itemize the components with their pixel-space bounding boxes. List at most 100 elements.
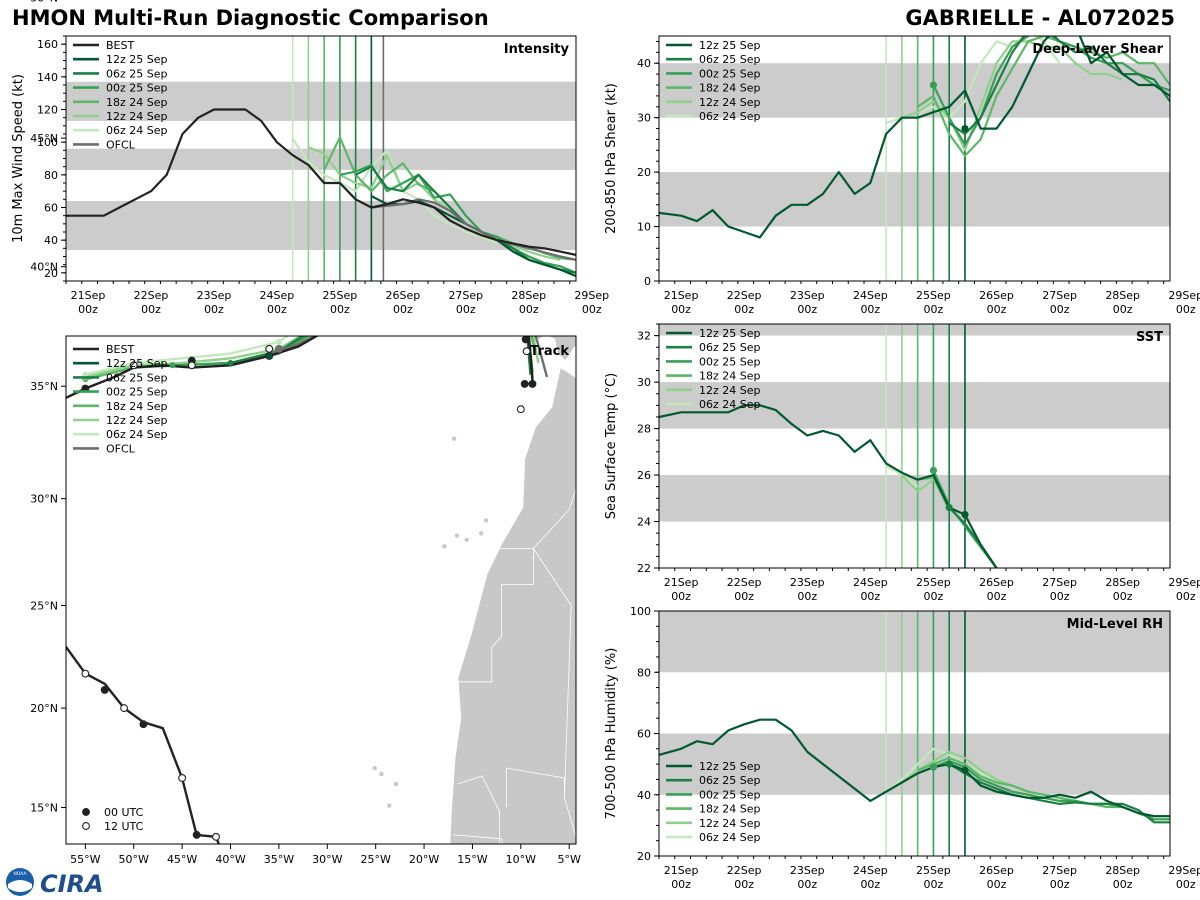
y-tick-label: 20 xyxy=(637,166,651,179)
legend-label: 12z 24 Sep xyxy=(699,384,761,397)
island-land xyxy=(393,781,399,787)
noaa-badge-text: NOAA xyxy=(13,871,27,877)
lon-tick-label: 25°W xyxy=(360,853,390,866)
legend-label: OFCL xyxy=(106,138,136,151)
x-tick-label-hour: 00z xyxy=(987,303,1007,316)
x-tick-label-day: 28Sep xyxy=(1105,576,1140,589)
y-tick-label: 40 xyxy=(637,789,651,802)
x-tick-label-day: 21Sep xyxy=(664,576,699,589)
x-tick-label-day: 29Sep xyxy=(574,289,609,302)
x-tick-label-hour: 00z xyxy=(267,303,287,316)
series-marker xyxy=(945,760,953,768)
x-tick-label-day: 23Sep xyxy=(790,289,825,302)
legend-label: BEST xyxy=(106,343,134,356)
x-tick-label-day: 28Sep xyxy=(511,289,546,302)
series-line-0 xyxy=(659,718,1170,818)
iberia-land xyxy=(531,336,576,362)
legend-label: 12z 25 Sep xyxy=(106,53,168,66)
x-tick-label-day: 28Sep xyxy=(1105,864,1140,877)
y-tick-label: 40 xyxy=(44,234,58,247)
legend-label: 06z 25 Sep xyxy=(699,774,761,787)
legend-label: 06z 25 Sep xyxy=(699,53,761,66)
x-tick-label-day: 27Sep xyxy=(1042,864,1077,877)
x-tick-label-day: 27Sep xyxy=(1042,289,1077,302)
legend-label: OFCL xyxy=(106,442,136,455)
best-00utc-marker xyxy=(100,685,109,694)
lat-tick-label: 50°N xyxy=(30,0,58,5)
best-00utc-marker xyxy=(521,336,530,344)
x-tick-label-hour: 00z xyxy=(797,590,817,603)
best-track-line xyxy=(66,108,576,256)
lon-tick-label: 30°W xyxy=(312,853,342,866)
legend-label: 18z 24 Sep xyxy=(699,370,761,383)
chart-title-left: HMON Multi-Run Diagnostic Comparison xyxy=(12,6,489,30)
best-00utc-marker xyxy=(276,878,283,885)
legend-label: 12z 25 Sep xyxy=(699,327,761,340)
lat-tick-label: 25°N xyxy=(30,600,58,613)
cira-logo: NOAA CIRA xyxy=(6,868,104,898)
rh-plot-area xyxy=(659,611,1170,856)
newfoundland-land xyxy=(66,12,85,69)
x-tick-label-hour: 00z xyxy=(987,878,1007,891)
track-map-area xyxy=(66,12,576,885)
series-marker xyxy=(929,81,938,89)
panel-title: Intensity xyxy=(504,42,570,57)
x-tick-label-hour: 00z xyxy=(924,590,944,603)
run-track-marker xyxy=(275,338,282,345)
island-land xyxy=(442,544,447,549)
x-tick-label-hour: 00z xyxy=(671,878,691,891)
marker-legend-label: 12 UTC xyxy=(104,820,144,833)
legend-label: 18z 24 Sep xyxy=(106,96,168,109)
y-tick-label: 80 xyxy=(44,169,58,182)
x-tick-label-day: 23Sep xyxy=(790,864,825,877)
x-tick-label-hour: 00z xyxy=(797,303,817,316)
best-00utc-marker xyxy=(528,379,537,388)
series-marker xyxy=(929,763,938,771)
best-track-line-upper xyxy=(66,336,534,399)
track-frame xyxy=(65,335,577,845)
best-00utc-marker xyxy=(139,720,148,729)
legend-00utc-marker xyxy=(82,808,90,816)
x-tick-label-hour: 00z xyxy=(734,590,754,603)
x-tick-label-hour: 00z xyxy=(1050,878,1070,891)
x-tick-label-day: 23Sep xyxy=(790,576,825,589)
series-line-4 xyxy=(307,146,561,261)
shear-panel: 01020304021Sep00z22Sep00z23Sep00z24Sep00… xyxy=(604,35,1200,316)
y-tick-label: 30 xyxy=(637,112,651,125)
y-tick-label: 30 xyxy=(637,376,651,389)
x-tick-label-day: 22Sep xyxy=(134,289,169,302)
country-border xyxy=(564,797,576,839)
legend-label: 06z 25 Sep xyxy=(699,341,761,354)
x-tick-label-hour: 00z xyxy=(456,303,476,316)
best-12utc-marker xyxy=(265,344,274,353)
x-tick-label-hour: 00z xyxy=(671,590,691,603)
run-track-marker xyxy=(363,288,369,294)
y-tick-label: 140 xyxy=(37,71,58,84)
lat-tick-label: 15°N xyxy=(30,802,58,815)
x-tick-label-hour: 00z xyxy=(860,303,880,316)
x-tick-label-hour: 00z xyxy=(582,303,602,316)
shear-plot-area xyxy=(659,36,1170,281)
x-tick-label-day: 24Sep xyxy=(853,864,888,877)
x-tick-label-hour: 00z xyxy=(393,303,413,316)
country-border xyxy=(453,834,503,844)
best-00utc-marker xyxy=(192,830,201,839)
x-tick-label-day: 25Sep xyxy=(916,576,951,589)
threshold-band xyxy=(66,148,576,170)
x-tick-label-day: 27Sep xyxy=(448,289,483,302)
legend-label: 12z 24 Sep xyxy=(106,414,168,427)
legend-label: 12z 25 Sep xyxy=(699,760,761,773)
legend-label: 06z 24 Sep xyxy=(106,124,168,137)
legend-12utc-marker xyxy=(82,822,90,830)
x-tick-label-day: 24Sep xyxy=(260,289,295,302)
series-line-1 xyxy=(948,36,1170,136)
y-tick-label: 120 xyxy=(37,104,58,117)
y-tick-label: 40 xyxy=(637,57,651,70)
x-tick-label-day: 21Sep xyxy=(664,864,699,877)
series-marker xyxy=(945,503,953,512)
x-tick-label-day: 22Sep xyxy=(727,289,762,302)
y-axis-label: 200-850 hPa Shear (kt) xyxy=(604,83,619,234)
